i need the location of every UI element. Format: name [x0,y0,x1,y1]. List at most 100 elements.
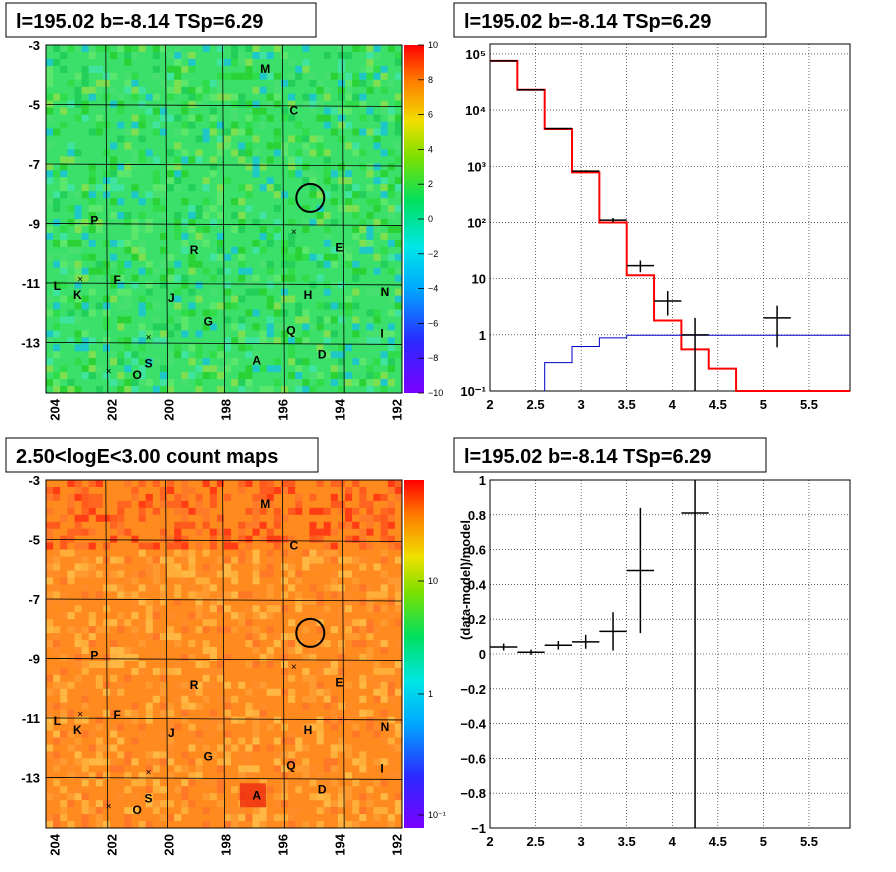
map-cell [224,751,232,759]
map-cell [60,267,68,275]
map-cell [380,288,388,296]
map-cell [366,239,374,247]
map-cell [195,577,203,585]
map-cell [110,86,118,94]
map-cell [60,549,68,557]
map-cell [81,772,89,780]
map-cell [46,591,54,599]
map-cell [88,288,96,296]
map-cell [394,142,402,150]
map-cell [224,563,232,571]
map-cell [81,184,89,192]
map-cell [60,667,68,675]
map-cell [366,170,374,178]
map-cell [188,570,196,578]
map-cell [337,316,345,324]
map-cell [345,786,353,794]
map-cell [53,309,61,317]
map-cell [167,716,175,724]
map-cell [252,577,260,585]
map-cell [181,619,189,627]
map-cell [288,674,296,682]
map-cell [245,121,253,129]
map-cell [238,556,246,564]
x-tick-label: 198 [218,834,233,856]
map-cell [373,667,381,675]
map-cell [74,542,82,550]
map-cell [266,584,274,592]
map-cell [152,751,160,759]
map-cell [167,52,175,59]
map1-title-box [5,2,317,38]
map-cell [95,128,103,136]
x-tick-label: 202 [105,834,120,856]
map-cell [188,65,196,73]
map-cell [174,212,182,219]
map-cell [366,288,374,296]
map-cell [245,661,253,668]
map-cell [216,198,224,206]
map-cell [231,556,239,564]
map-cell [81,563,89,571]
map-cell [266,323,274,331]
map-cell [117,358,125,366]
map-cell [309,149,317,157]
map-cell [46,198,54,206]
map-cell [67,549,75,557]
x-tick-label: 192 [389,834,404,856]
map-cell [81,514,89,522]
map-cell [167,267,175,275]
map-cell [345,793,353,801]
map-cell [302,674,310,682]
map-cell [124,758,132,766]
map-cell [181,274,189,282]
map-cell [224,365,232,373]
map-cell [152,205,160,213]
map-cell [103,344,111,352]
map-cell [359,100,367,108]
map-cell [252,107,260,115]
map-cell [373,358,381,366]
map-cell [345,93,353,101]
map-cell [295,737,303,745]
map-cell [124,751,132,759]
map-cell [366,58,374,66]
map-cell [81,191,89,199]
map-cell [394,556,402,564]
map-cell [330,219,338,226]
map-cell [188,288,196,296]
map-cell [167,633,175,641]
map-cell [345,716,353,724]
region-label: C [289,538,298,552]
map-cell [131,626,139,634]
map-cell [273,793,281,801]
map-cell [394,239,402,247]
map-cell [231,814,239,822]
map-cell [124,86,132,94]
map-grid-line [45,342,403,345]
map-cell [209,351,217,359]
map-cell [74,72,82,80]
map-cell [231,821,239,828]
map-cell [288,156,296,164]
x-tick-label: 2 [486,834,493,849]
map-cell [337,58,345,66]
map-cell [60,45,68,52]
map-cell [316,142,324,150]
map-cell [74,93,82,101]
map-cell [174,184,182,192]
y-tick-label: −0.4 [460,717,486,732]
map-cell [309,191,317,199]
map-cell [345,800,353,808]
map-cell [238,549,246,557]
map-cell [110,619,118,627]
map-cell [359,65,367,73]
map-cell [245,386,253,393]
map-cell [380,246,388,254]
y-tick-label: -5 [28,97,40,112]
map-cell [103,514,111,522]
map-cell [209,779,217,787]
map-cell [281,480,289,487]
map-cell [359,598,367,606]
map-cell [46,232,54,240]
